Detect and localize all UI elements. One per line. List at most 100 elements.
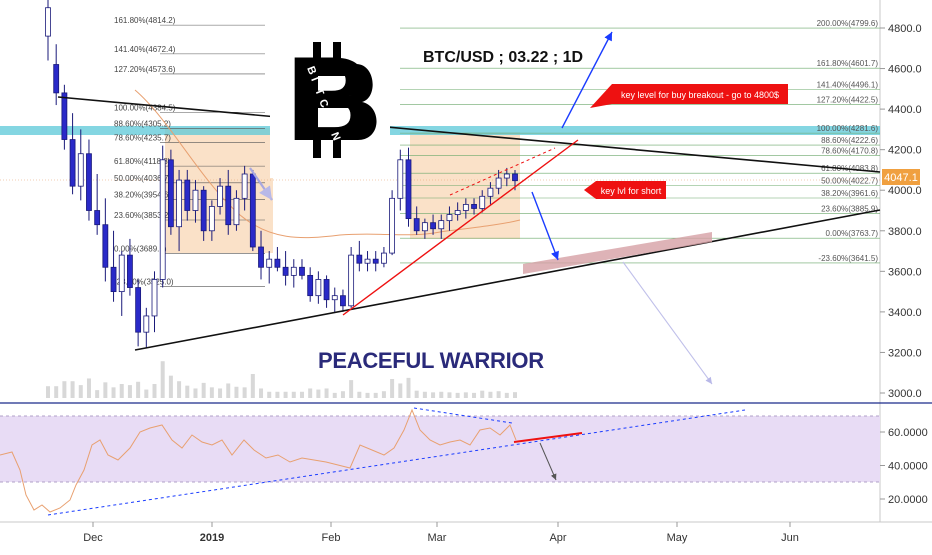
volume-bar (119, 384, 124, 398)
volume-bar (185, 385, 190, 398)
logo-letter: I (308, 76, 320, 83)
candle-body (340, 295, 346, 307)
fib-left-label: 50.00%(4036.7) (114, 174, 171, 183)
volume-bar (86, 378, 91, 398)
candle-body (315, 279, 322, 297)
candle-body (372, 258, 379, 264)
fib-left-label: 61.80%(4118.8) (114, 157, 171, 166)
volume-bar (275, 391, 280, 398)
price-tick-label: 4400.0 (888, 104, 922, 116)
volume-bar (365, 392, 370, 398)
rsi-tick-labels: 60.0000 40.0000 20.0000 (880, 427, 928, 506)
candle-body (118, 254, 125, 293)
volume-bar (226, 383, 231, 398)
fib-right-label: 23.60%(3885.9) (821, 204, 878, 213)
candle-body (307, 274, 314, 297)
volume-bar (513, 392, 517, 398)
long-projection-arrow (622, 261, 713, 385)
rsi-line (0, 408, 517, 513)
candle-body (225, 185, 232, 226)
candle-body (290, 266, 297, 276)
volume-bar (422, 391, 427, 398)
candle-body (94, 210, 101, 226)
rsi-tick-label: 60.0000 (888, 427, 928, 439)
moving-average (134, 89, 521, 239)
rsi-down-arrow (539, 442, 557, 481)
fib-right-label: 127.20%(4422.5) (817, 96, 879, 105)
price-tick-label: 4200.0 (888, 145, 922, 157)
logo-letter: B (304, 65, 318, 77)
volume-bar (95, 390, 100, 398)
volume-bar (373, 392, 378, 398)
fib-right-label: 38.20%(3961.6) (821, 189, 878, 198)
price-badge: 4047.1 (882, 169, 920, 185)
candle-body (430, 222, 436, 230)
candle-body (135, 287, 142, 333)
volume-bars (46, 361, 517, 398)
volume-bar (144, 389, 149, 398)
pair-label: BTC/USD ; 03.22 ; 1D (423, 49, 583, 66)
fib-extension-right: 200.00%(4799.6) 161.80%(4601.7) 141.40%(44… (400, 19, 880, 264)
left-projection-arrow (249, 167, 273, 201)
fib-right-label: 200.00%(4799.6) (817, 19, 879, 28)
fib-left-label: 88.60%(4305.2) (114, 119, 171, 128)
candle-body (53, 64, 60, 94)
candle-body (413, 218, 420, 232)
volume-bar (103, 382, 108, 398)
resistance-band (0, 126, 880, 135)
candle-body (217, 185, 223, 207)
volume-bar (267, 391, 272, 398)
volume-bar (62, 381, 67, 398)
candle-body (45, 7, 51, 37)
volume-bar (340, 391, 345, 398)
price-tick-label: 3000.0 (888, 388, 922, 400)
candle-body (258, 246, 264, 268)
volume-bar (193, 388, 198, 398)
candle-body (200, 189, 207, 232)
candle-body (446, 214, 453, 222)
volume-bar (70, 381, 75, 398)
volume-bar (136, 381, 141, 398)
candle-body (282, 266, 289, 276)
price-badge-text: 4047.1 (884, 172, 918, 184)
rsi-tick-label: 20.0000 (888, 494, 928, 506)
candlesticks (45, 0, 518, 349)
red-support-line (342, 139, 579, 316)
candle-body (348, 254, 355, 307)
price-tick-label: 4800.0 (888, 23, 922, 35)
volume-bar (414, 390, 419, 398)
volume-bar (209, 387, 214, 398)
price-tick-label: 4600.0 (888, 64, 922, 76)
fib-right-label: -23.60%(3641.5) (818, 254, 878, 263)
price-tick-label: 3600.0 (888, 266, 922, 278)
time-tick-label: 2019 (200, 532, 224, 544)
volume-bar (168, 375, 173, 398)
candle-body (184, 179, 191, 211)
candle-body (266, 258, 273, 268)
fib-left-label: 100.00%(4384.5) (114, 103, 176, 112)
price-axis (880, 0, 932, 550)
volume-bar (455, 392, 460, 398)
fib-right-label: 78.60%(4170.8) (821, 147, 878, 156)
rsi-band (0, 416, 880, 482)
volume-bar (46, 386, 50, 398)
candle-body (397, 159, 404, 199)
volume-bar (160, 361, 165, 398)
buy-breakout-label: key level for buy breakout - go to 4800$ (621, 90, 779, 100)
rsi-red-segment (513, 432, 583, 443)
fib-left-label: 141.40%(4672.4) (114, 45, 176, 54)
volume-bar (406, 377, 411, 398)
volume-bar (496, 391, 501, 398)
time-tick-label: Jun (781, 532, 799, 544)
candle-body (192, 189, 199, 211)
candle-body (249, 173, 256, 248)
target-zone (523, 232, 712, 274)
volume-bar (439, 391, 444, 398)
candle-body (356, 254, 363, 264)
candle-body (364, 258, 371, 264)
candle-body (167, 159, 174, 228)
candle-body (421, 222, 428, 232)
time-tick-label: Feb (322, 532, 341, 544)
candle-body (323, 279, 330, 301)
volume-bar (78, 385, 83, 398)
